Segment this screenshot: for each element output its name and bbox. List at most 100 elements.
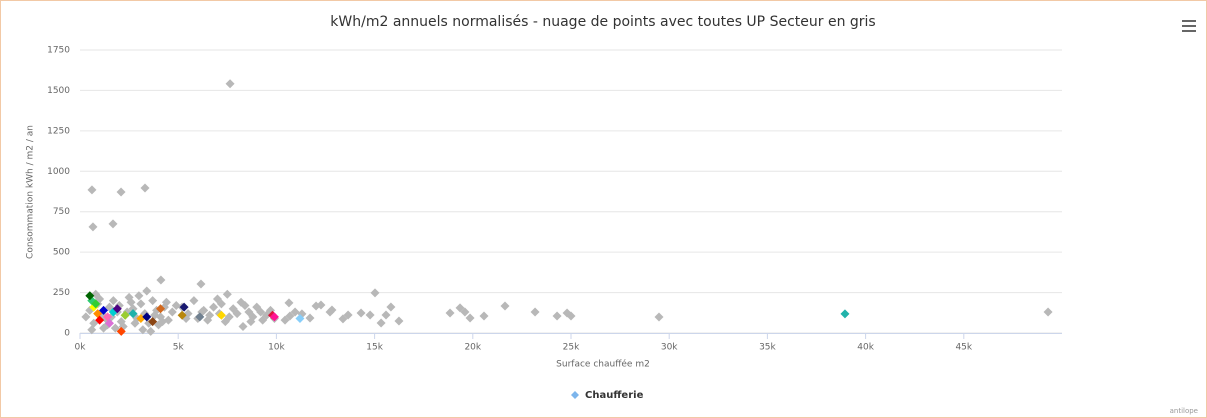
point xyxy=(269,312,279,322)
point xyxy=(177,310,187,320)
point xyxy=(171,301,181,311)
point xyxy=(87,325,97,335)
point xyxy=(365,310,375,320)
x-tick-label: 45k xyxy=(955,343,972,353)
point xyxy=(142,312,152,322)
point xyxy=(222,289,232,299)
point xyxy=(116,187,126,197)
point xyxy=(116,326,126,336)
x-tick-label: 35k xyxy=(759,343,776,353)
x-tick-label: 25k xyxy=(563,343,580,353)
point xyxy=(146,326,156,336)
point xyxy=(130,318,140,328)
point xyxy=(460,307,470,317)
point xyxy=(465,313,475,323)
point xyxy=(108,296,118,306)
x-tick-label: 20k xyxy=(464,343,481,353)
y-tick-label: 250 xyxy=(53,288,70,298)
menu-button[interactable] xyxy=(1182,20,1196,32)
point xyxy=(89,318,99,328)
point xyxy=(246,317,256,327)
point xyxy=(112,304,122,314)
point xyxy=(566,311,576,321)
point xyxy=(148,296,158,306)
point xyxy=(552,311,562,321)
point xyxy=(196,279,206,289)
point xyxy=(216,299,226,309)
point xyxy=(224,312,234,322)
point xyxy=(1043,307,1053,317)
point xyxy=(216,310,226,320)
chart-title: kWh/m2 annuels normalisés - nuage de poi… xyxy=(330,14,875,30)
point xyxy=(88,222,98,232)
x-tick-label: 40k xyxy=(857,343,874,353)
legend-marker xyxy=(571,391,579,399)
point xyxy=(95,315,105,325)
menu-line xyxy=(1182,30,1196,32)
point xyxy=(110,323,120,333)
point xyxy=(479,311,489,321)
point xyxy=(232,309,242,319)
point xyxy=(156,275,166,285)
point xyxy=(104,318,114,328)
menu-line xyxy=(1182,25,1196,27)
point xyxy=(284,298,294,308)
point xyxy=(142,286,152,296)
point xyxy=(148,317,158,327)
point xyxy=(140,183,150,193)
point xyxy=(93,309,103,319)
point xyxy=(209,302,219,312)
point xyxy=(126,297,136,307)
point xyxy=(316,300,326,310)
x-tick-label: 0k xyxy=(75,343,87,353)
point xyxy=(343,310,353,320)
point xyxy=(138,325,148,335)
x-tick-label: 10k xyxy=(268,343,285,353)
point xyxy=(91,299,101,309)
point xyxy=(150,310,160,320)
x-axis-label: Surface chauffée m2 xyxy=(556,359,650,370)
point xyxy=(256,307,266,317)
point xyxy=(325,307,335,317)
point xyxy=(530,307,540,317)
y-tick-label: 1000 xyxy=(47,167,70,177)
point xyxy=(840,309,850,319)
menu-line xyxy=(1182,20,1196,22)
y-tick-label: 500 xyxy=(53,248,70,258)
point xyxy=(81,312,91,322)
point xyxy=(134,291,144,301)
point xyxy=(445,308,455,318)
point xyxy=(394,316,404,326)
point xyxy=(108,219,118,229)
x-tick-label: 15k xyxy=(366,343,383,353)
y-tick-label: 0 xyxy=(64,329,70,339)
point xyxy=(128,309,138,319)
point xyxy=(203,315,213,325)
point xyxy=(136,299,146,309)
x-tick-label: 30k xyxy=(661,343,678,353)
point xyxy=(189,296,199,306)
point xyxy=(370,288,380,298)
point xyxy=(290,307,300,317)
point xyxy=(99,305,109,315)
point xyxy=(85,291,95,301)
point xyxy=(376,318,386,328)
point xyxy=(500,301,510,311)
point xyxy=(102,312,112,322)
point xyxy=(238,322,248,332)
y-axis-label: Consommation kWh / m2 / an xyxy=(26,125,36,259)
point xyxy=(156,304,166,314)
point xyxy=(195,312,205,322)
point xyxy=(167,307,177,317)
y-tick-label: 1750 xyxy=(47,46,70,56)
credit: antilope xyxy=(1170,407,1198,415)
point xyxy=(179,302,189,312)
point xyxy=(87,185,97,195)
point xyxy=(305,313,315,323)
legend-label: Chaufferie xyxy=(585,390,644,401)
point xyxy=(225,79,235,89)
point xyxy=(654,312,664,322)
x-tick-label: 5k xyxy=(173,343,185,353)
